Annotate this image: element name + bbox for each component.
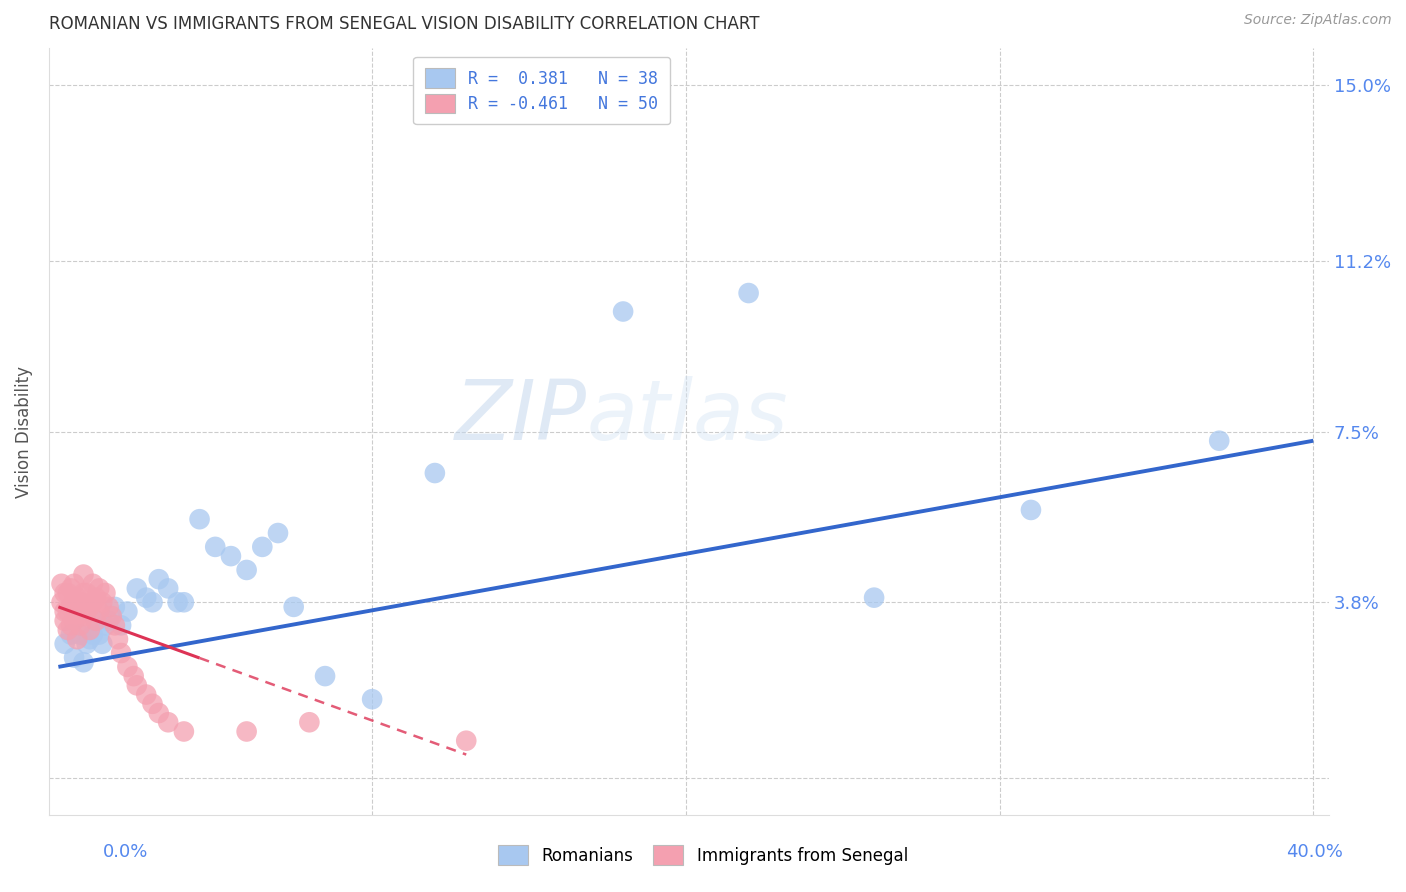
Point: [53, 605, 76, 619]
Point: [53, 586, 76, 600]
Text: 40.0%: 40.0%: [1286, 843, 1343, 861]
Point: [298, 715, 321, 730]
Point: [104, 599, 127, 614]
Point: [59, 582, 82, 596]
Point: [283, 599, 305, 614]
Text: 0.0%: 0.0%: [103, 843, 148, 861]
Point: [235, 563, 257, 577]
Point: [188, 512, 211, 526]
Point: [148, 572, 170, 586]
Point: [66, 591, 89, 605]
Point: [423, 466, 446, 480]
Point: [107, 632, 129, 647]
Point: [117, 660, 139, 674]
Point: [82, 627, 104, 641]
Point: [173, 595, 195, 609]
Point: [91, 637, 114, 651]
Legend: R =  0.381   N = 38, R = -0.461   N = 50: R = 0.381 N = 38, R = -0.461 N = 50: [413, 57, 671, 125]
Y-axis label: Vision Disability: Vision Disability: [15, 366, 32, 498]
Point: [97, 599, 120, 614]
Point: [84, 591, 107, 605]
Point: [104, 618, 127, 632]
Point: [204, 540, 226, 554]
Point: [56, 586, 79, 600]
Point: [72, 655, 94, 669]
Point: [110, 618, 132, 632]
Point: [69, 595, 91, 609]
Point: [173, 724, 195, 739]
Point: [235, 724, 257, 739]
Point: [63, 650, 86, 665]
Point: [84, 614, 107, 628]
Point: [76, 637, 98, 651]
Point: [53, 614, 76, 628]
Point: [63, 576, 86, 591]
Point: [59, 627, 82, 641]
Point: [148, 706, 170, 720]
Point: [51, 576, 73, 591]
Point: [91, 595, 114, 609]
Point: [252, 540, 274, 554]
Point: [612, 304, 634, 318]
Point: [66, 609, 89, 624]
Point: [79, 599, 101, 614]
Point: [72, 586, 94, 600]
Point: [79, 632, 101, 647]
Point: [863, 591, 886, 605]
Point: [56, 623, 79, 637]
Point: [89, 582, 111, 596]
Point: [267, 526, 290, 541]
Point: [79, 623, 101, 637]
Text: Source: ZipAtlas.com: Source: ZipAtlas.com: [1244, 13, 1392, 28]
Point: [94, 586, 117, 600]
Point: [219, 549, 242, 563]
Point: [72, 609, 94, 624]
Point: [69, 618, 91, 632]
Point: [361, 692, 384, 706]
Point: [89, 605, 111, 619]
Point: [456, 733, 478, 747]
Point: [157, 715, 180, 730]
Point: [166, 595, 188, 609]
Point: [76, 586, 98, 600]
Point: [135, 688, 157, 702]
Legend: Romanians, Immigrants from Senegal: Romanians, Immigrants from Senegal: [489, 837, 917, 873]
Point: [110, 646, 132, 660]
Point: [314, 669, 336, 683]
Point: [157, 582, 180, 596]
Point: [51, 595, 73, 609]
Point: [89, 627, 111, 641]
Point: [59, 618, 82, 632]
Point: [82, 595, 104, 609]
Point: [1208, 434, 1230, 448]
Point: [84, 614, 107, 628]
Point: [63, 614, 86, 628]
Point: [76, 605, 98, 619]
Point: [69, 627, 91, 641]
Point: [63, 595, 86, 609]
Point: [100, 609, 122, 624]
Point: [94, 618, 117, 632]
Point: [72, 567, 94, 582]
Point: [737, 286, 759, 301]
Point: [53, 637, 76, 651]
Point: [82, 576, 104, 591]
Point: [141, 595, 163, 609]
Point: [66, 632, 89, 647]
Text: atlas: atlas: [586, 376, 789, 457]
Point: [141, 697, 163, 711]
Point: [122, 669, 145, 683]
Point: [59, 599, 82, 614]
Point: [97, 614, 120, 628]
Point: [56, 605, 79, 619]
Text: ROMANIAN VS IMMIGRANTS FROM SENEGAL VISION DISABILITY CORRELATION CHART: ROMANIAN VS IMMIGRANTS FROM SENEGAL VISI…: [49, 15, 759, 33]
Text: ZIP: ZIP: [454, 376, 586, 457]
Point: [125, 582, 148, 596]
Point: [1019, 503, 1042, 517]
Point: [125, 678, 148, 692]
Point: [117, 605, 139, 619]
Point: [135, 591, 157, 605]
